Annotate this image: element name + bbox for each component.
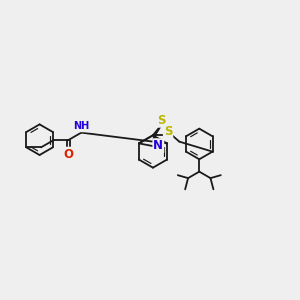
Text: O: O xyxy=(64,148,74,160)
Text: N: N xyxy=(153,139,164,152)
Text: NH: NH xyxy=(73,122,89,131)
Text: S: S xyxy=(164,124,172,137)
Text: S: S xyxy=(157,114,165,127)
